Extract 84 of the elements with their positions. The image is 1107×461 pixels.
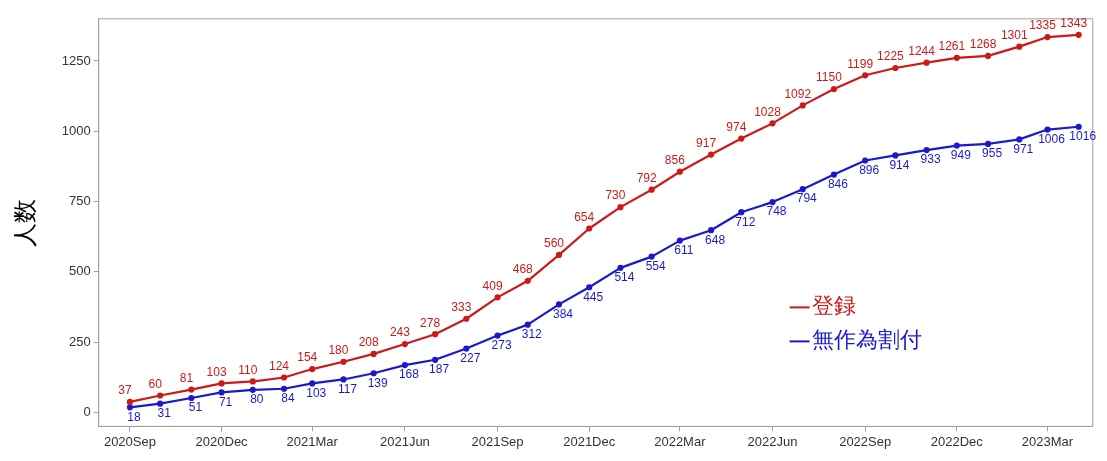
x-tick-label: 2022Mar — [654, 433, 707, 449]
x-tick-label: 2021Dec — [563, 433, 616, 449]
y-tick-label: 500 — [69, 263, 91, 279]
y-tick-label: 750 — [69, 193, 91, 209]
data-label: 103 — [206, 364, 227, 379]
data-label: 384 — [552, 306, 574, 321]
x-tick-label: 2022Jun — [747, 433, 798, 449]
data-label: 60 — [148, 376, 163, 391]
legend-label: 無作為割付 — [811, 327, 922, 353]
data-label: 611 — [674, 242, 694, 257]
data-label: 1301 — [1000, 27, 1028, 42]
data-label: 110 — [238, 362, 258, 377]
data-label: 514 — [614, 270, 635, 285]
data-label: 139 — [367, 375, 389, 390]
data-label: 84 — [281, 391, 296, 406]
data-label: 71 — [218, 394, 233, 409]
data-label: 180 — [328, 343, 349, 358]
data-label: 914 — [889, 157, 910, 172]
data-label: 794 — [796, 191, 818, 206]
legend-label: 登録 — [811, 293, 856, 319]
data-label: 1244 — [908, 43, 936, 58]
data-label: 896 — [859, 162, 880, 177]
data-label: 1335 — [1029, 18, 1057, 33]
data-label: 243 — [389, 325, 411, 340]
data-label: 1006 — [1038, 131, 1066, 146]
y-axis-title: 人数 — [11, 198, 39, 247]
data-label: 187 — [429, 362, 450, 377]
data-label: 333 — [451, 300, 472, 315]
x-tick-label: 2020Dec — [195, 433, 249, 449]
data-label: 18 — [127, 409, 141, 424]
data-label: 409 — [482, 278, 503, 293]
x-tick-label: 2023Mar — [1021, 433, 1074, 449]
data-label: 1150 — [816, 70, 843, 85]
x-tick-label: 2022Sep — [839, 433, 892, 449]
data-label: 955 — [982, 146, 1003, 161]
data-label: 730 — [605, 188, 626, 203]
data-label: 31 — [157, 405, 172, 420]
data-label: 1268 — [969, 37, 997, 52]
data-label: 846 — [827, 176, 849, 191]
data-label: 278 — [420, 315, 441, 330]
data-label: 445 — [583, 289, 604, 304]
data-label: 1092 — [784, 86, 812, 101]
data-label: 949 — [950, 147, 972, 162]
data-label: 103 — [306, 385, 327, 400]
y-tick-label: 0 — [83, 403, 91, 419]
x-tick-label: 2020Sep — [103, 433, 156, 449]
data-label: 168 — [398, 367, 420, 382]
data-label: 974 — [726, 119, 747, 134]
data-label: 1199 — [847, 56, 874, 71]
data-label: 1225 — [877, 49, 905, 64]
data-label: 560 — [543, 236, 565, 251]
data-label: 1343 — [1060, 16, 1088, 31]
data-label: 37 — [118, 383, 132, 398]
data-label: 154 — [297, 350, 318, 365]
data-label: 81 — [179, 370, 194, 385]
data-label: 1016 — [1069, 129, 1097, 144]
data-label: 1028 — [754, 104, 782, 119]
x-tick-label: 2021Mar — [286, 433, 339, 449]
y-tick-label: 250 — [69, 333, 91, 349]
y-tick-label: 1250 — [61, 52, 91, 68]
data-label: 712 — [735, 214, 756, 229]
data-label: 227 — [460, 350, 481, 365]
y-tick-label: 1000 — [61, 122, 91, 138]
data-label: 1261 — [938, 39, 966, 54]
data-label: 273 — [491, 337, 512, 352]
x-tick-label: 2021Sep — [471, 433, 524, 449]
data-label: 933 — [920, 152, 941, 167]
data-label: 117 — [337, 381, 358, 396]
data-label: 648 — [705, 232, 726, 247]
data-label: 554 — [645, 258, 666, 273]
data-label: 51 — [188, 400, 203, 415]
data-label: 208 — [358, 335, 380, 350]
data-label: 856 — [664, 153, 686, 168]
data-label: 312 — [521, 326, 543, 341]
data-label: 468 — [512, 262, 534, 277]
data-label: 80 — [250, 392, 264, 407]
data-label: 792 — [636, 171, 657, 186]
data-label: 971 — [1013, 141, 1034, 156]
data-label: 654 — [574, 209, 595, 224]
data-label: 917 — [696, 135, 717, 150]
x-tick-label: 2021Jun — [379, 433, 430, 449]
x-tick-label: 2022Dec — [930, 433, 984, 449]
data-label: 124 — [269, 358, 290, 373]
data-label: 748 — [766, 204, 787, 219]
